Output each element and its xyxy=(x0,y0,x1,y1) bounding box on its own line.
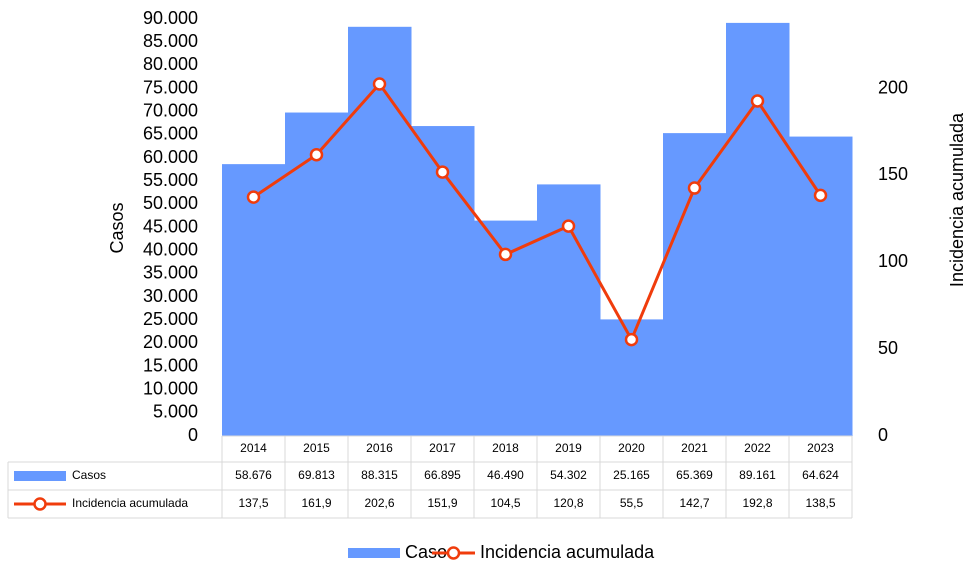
y2-tick-label: 50 xyxy=(878,338,898,358)
data-label: 89.161 xyxy=(739,468,776,482)
legend-swatch xyxy=(446,546,461,560)
bar xyxy=(789,136,853,436)
data-label: 69.813 xyxy=(298,468,335,482)
x-tick-label: 2017 xyxy=(429,441,456,455)
table-series-name: Casos xyxy=(72,468,106,482)
y2-axis-title: Incidencia acumulada xyxy=(947,112,967,287)
marker xyxy=(372,77,387,91)
data-label: 88.315 xyxy=(361,468,398,482)
marker xyxy=(246,190,261,204)
y2-tick-label: 100 xyxy=(878,251,908,271)
y-tick-label: 50.000 xyxy=(143,193,198,213)
line xyxy=(252,81,822,344)
y-tick-label: 35.000 xyxy=(143,263,198,283)
marker xyxy=(561,219,576,233)
marker xyxy=(687,181,702,195)
y2-tick-label: 200 xyxy=(878,77,908,97)
y-tick-label: 20.000 xyxy=(143,332,198,352)
marker xyxy=(624,332,639,347)
data-label: 104,5 xyxy=(490,496,520,510)
y-tick-label: 25.000 xyxy=(143,309,198,329)
y-tick-label: 45.000 xyxy=(143,216,198,236)
y-tick-label: 80.000 xyxy=(143,54,198,74)
x-tick-label: 2018 xyxy=(492,441,519,455)
y-tick-label: 75.000 xyxy=(143,77,198,97)
data-label: 138,5 xyxy=(805,496,835,510)
data-label: 58.676 xyxy=(235,468,272,482)
data-label: 151,9 xyxy=(427,496,457,510)
data-label: 192,8 xyxy=(742,496,772,510)
y-axis-title: Casos xyxy=(107,202,127,253)
x-tick-label: 2019 xyxy=(555,441,582,455)
bar xyxy=(726,22,790,437)
data-label: 142,7 xyxy=(679,496,709,510)
y-tick-label: 70.000 xyxy=(143,100,198,120)
x-tick-label: 2015 xyxy=(303,441,330,455)
data-label: 137,5 xyxy=(238,496,268,510)
legend-swatch xyxy=(348,548,400,558)
marker xyxy=(750,94,765,108)
y-tick-label: 15.000 xyxy=(143,355,198,375)
bar xyxy=(222,164,286,437)
x-tick-label: 2014 xyxy=(240,441,267,455)
y2-tick-label: 0 xyxy=(878,425,888,445)
y-tick-label: 90.000 xyxy=(143,8,198,28)
y-tick-label: 5.000 xyxy=(153,402,198,422)
bar xyxy=(348,26,412,437)
x-tick-label: 2020 xyxy=(618,441,645,455)
marker xyxy=(309,147,324,162)
data-label: 46.490 xyxy=(487,468,524,482)
table-series-name: Incidencia acumulada xyxy=(72,496,188,510)
legend-swatch xyxy=(14,471,66,481)
legend-label: Casos xyxy=(405,542,456,562)
x-tick-label: 2023 xyxy=(807,441,834,455)
x-tick-label: 2021 xyxy=(681,441,708,455)
y-tick-label: 0 xyxy=(188,425,198,445)
data-label: 161,9 xyxy=(301,496,331,510)
bar xyxy=(663,133,727,436)
data-label: 120,8 xyxy=(553,496,583,510)
legend-label: Incidencia acumulada xyxy=(480,542,655,562)
y-tick-label: 55.000 xyxy=(143,170,198,190)
marker xyxy=(435,165,450,179)
y-tick-label: 40.000 xyxy=(143,239,198,259)
marker xyxy=(498,247,513,262)
x-tick-label: 2022 xyxy=(744,441,771,455)
data-label: 64.624 xyxy=(802,468,839,482)
y-tick-label: 65.000 xyxy=(143,124,198,144)
y-tick-label: 60.000 xyxy=(143,147,198,167)
marker xyxy=(813,188,828,203)
data-label: 66.895 xyxy=(424,468,461,482)
data-label: 202,6 xyxy=(364,496,394,510)
x-tick-label: 2016 xyxy=(366,441,393,455)
data-label: 55,5 xyxy=(620,496,644,510)
y-tick-label: 85.000 xyxy=(143,31,198,51)
y-tick-label: 30.000 xyxy=(143,286,198,306)
data-label: 54.302 xyxy=(550,468,587,482)
bar xyxy=(285,112,349,437)
y2-tick-label: 150 xyxy=(878,164,908,184)
legend-swatch xyxy=(33,497,47,511)
data-label: 25.165 xyxy=(613,468,650,482)
y-tick-label: 10.000 xyxy=(143,378,198,398)
data-label: 65.369 xyxy=(676,468,713,482)
